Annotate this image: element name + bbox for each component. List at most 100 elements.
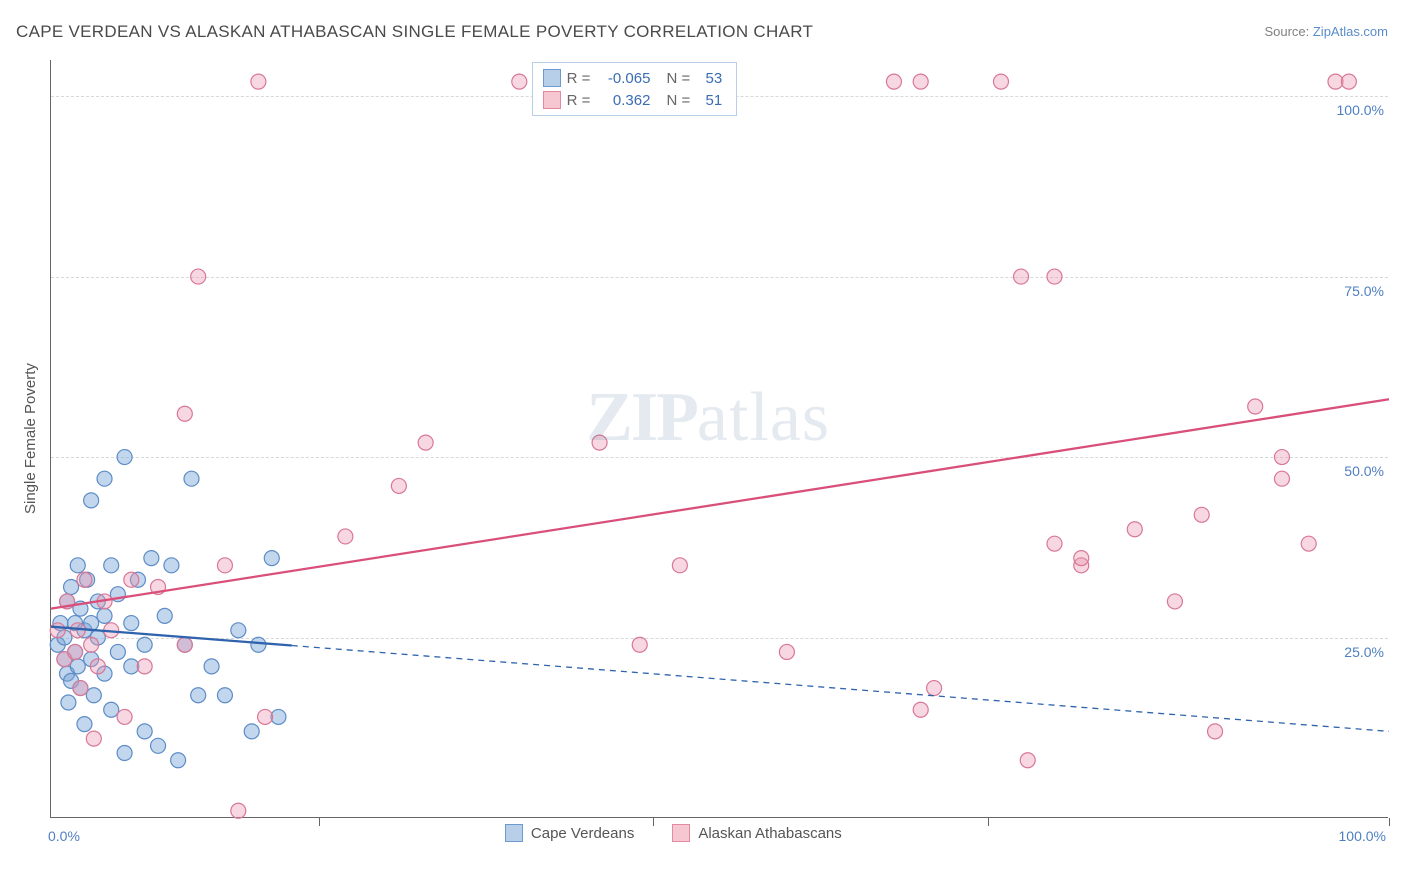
data-point [151, 738, 166, 753]
data-point [913, 74, 928, 89]
data-point [231, 803, 246, 818]
data-point [104, 558, 119, 573]
data-point [117, 450, 132, 465]
data-point [77, 717, 92, 732]
data-point [124, 572, 139, 587]
n-label: N = [666, 70, 690, 87]
data-point [1301, 536, 1316, 551]
series-legend-label: Alaskan Athabascans [698, 825, 841, 842]
data-point [1341, 74, 1356, 89]
data-point [171, 753, 186, 768]
series-legend-label: Cape Verdeans [531, 825, 634, 842]
data-point [913, 702, 928, 717]
data-point [1127, 522, 1142, 537]
x-tick-mark [988, 818, 989, 826]
n-value: 53 [696, 70, 722, 87]
r-value: -0.065 [596, 70, 650, 87]
data-point [632, 637, 647, 652]
x-axis-origin-label: 0.0% [48, 828, 80, 844]
data-point [124, 616, 139, 631]
data-point [86, 731, 101, 746]
source-link[interactable]: ZipAtlas.com [1313, 24, 1388, 39]
data-point [1047, 536, 1062, 551]
data-point [217, 558, 232, 573]
data-point [512, 74, 527, 89]
data-point [164, 558, 179, 573]
data-point [204, 659, 219, 674]
data-point [258, 709, 273, 724]
data-point [64, 579, 79, 594]
data-point [137, 659, 152, 674]
data-point [110, 644, 125, 659]
data-point [1167, 594, 1182, 609]
correlation-legend-row: R =0.362N =51 [543, 91, 723, 109]
legend-swatch [672, 824, 690, 842]
n-label: N = [666, 92, 690, 109]
data-point [86, 688, 101, 703]
data-point [84, 637, 99, 652]
data-point [779, 644, 794, 659]
data-point [137, 724, 152, 739]
data-point [217, 688, 232, 703]
correlation-legend-row: R = -0.065 N = 53 [543, 69, 723, 87]
data-point [70, 659, 85, 674]
r-label: R = [567, 70, 591, 87]
data-point [1274, 450, 1289, 465]
data-point [77, 572, 92, 587]
legend-swatch [543, 69, 561, 87]
data-point [137, 637, 152, 652]
data-point [672, 558, 687, 573]
data-point [1194, 507, 1209, 522]
data-point [84, 493, 99, 508]
plot-area: 25.0%50.0%75.0%100.0% ZIPatlas [50, 60, 1388, 818]
data-point [1328, 74, 1343, 89]
data-point [104, 702, 119, 717]
data-point [70, 558, 85, 573]
data-point [418, 435, 433, 450]
data-point [271, 709, 286, 724]
data-point [231, 623, 246, 638]
data-point [157, 608, 172, 623]
y-axis-label: Single Female Poverty [22, 363, 39, 514]
data-point [244, 724, 259, 739]
trend-line [51, 399, 1389, 608]
r-label: R = [567, 92, 591, 109]
data-point [117, 709, 132, 724]
data-point [117, 746, 132, 761]
data-point [338, 529, 353, 544]
data-point [592, 435, 607, 450]
x-axis-max-label: 100.0% [1339, 828, 1386, 844]
series-legend-item: Cape Verdeans [505, 824, 634, 842]
x-tick-mark [1389, 818, 1390, 826]
data-point [177, 406, 192, 421]
source-prefix: Source: [1264, 24, 1312, 39]
data-point [1208, 724, 1223, 739]
legend-swatch [505, 824, 523, 842]
data-point [124, 659, 139, 674]
data-point [1248, 399, 1263, 414]
data-point [61, 695, 76, 710]
trend-line-extrapolated [292, 646, 1389, 732]
scatter-svg [51, 60, 1389, 818]
legend-swatch [543, 91, 561, 109]
data-point [264, 551, 279, 566]
series-legend: Cape Verdeans Alaskan Athabascans [505, 824, 842, 842]
data-point [391, 478, 406, 493]
data-point [251, 637, 266, 652]
data-point [1047, 269, 1062, 284]
correlation-legend: R =-0.065N =53R =0.362N =51 [532, 62, 738, 116]
data-point [144, 551, 159, 566]
data-point [97, 471, 112, 486]
data-point [68, 644, 83, 659]
data-point [191, 688, 206, 703]
data-point [177, 637, 192, 652]
data-point [73, 681, 88, 696]
data-point [886, 74, 901, 89]
series-legend-item: Alaskan Athabascans [672, 824, 841, 842]
data-point [1074, 551, 1089, 566]
r-value: 0.362 [596, 92, 650, 109]
data-point [1014, 269, 1029, 284]
data-point [1274, 471, 1289, 486]
data-point [90, 659, 105, 674]
data-point [191, 269, 206, 284]
